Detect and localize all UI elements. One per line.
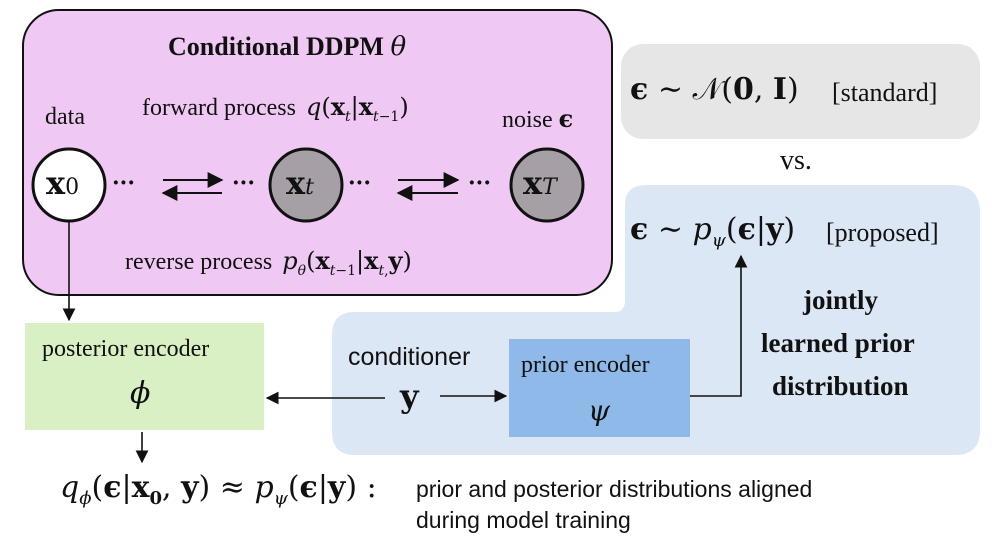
vs-label: vs. <box>780 145 812 176</box>
proposed-formula: ϵ ∼ pψ(ϵ|y) <box>630 212 796 251</box>
reverse-process-formula: pθ(xt−1|xt,y) <box>282 246 412 279</box>
proposed-tag: [proposed] <box>826 218 939 247</box>
dots-3: ··· <box>348 170 371 196</box>
ddpm-title: Conditional DDPM θ <box>168 32 407 62</box>
ddpm-title-symbol: θ <box>390 32 407 62</box>
bottom-caption-line1: prior and posterior distributions aligne… <box>416 476 813 502</box>
node-xt-label: xt <box>286 164 314 202</box>
forward-process-label: forward process q(xt|xt−1) <box>142 92 409 125</box>
noise-symbol: ϵ <box>558 104 574 133</box>
node-xT-label: xT <box>523 164 557 202</box>
bottom-formula: qϕ(ϵ|x0, y) ≈ pψ(ϵ|y) : <box>60 470 377 509</box>
posterior-encoder-box <box>25 323 264 430</box>
proposed-caption-line2: learned prior <box>761 328 915 358</box>
arrow-prior-to-proposed <box>690 254 748 397</box>
dots-4: ··· <box>468 170 491 196</box>
reverse-process-label: reverse process pθ(xt−1|xt,y) <box>125 246 412 279</box>
proposed-caption-line3: distribution <box>772 371 909 401</box>
noise-label: noise ϵ <box>502 104 574 133</box>
forward-process-formula: q(xt|xt−1) <box>305 92 409 125</box>
standard-box <box>621 44 980 139</box>
node-x0-label: x0 <box>46 164 80 202</box>
standard-tag: [standard] <box>832 78 938 107</box>
bottom-caption-line2: during model training <box>416 507 631 533</box>
dots-1: ··· <box>112 170 135 196</box>
prior-encoder-symbol: ψ <box>588 394 610 427</box>
conditioner-label: conditioner <box>348 343 471 371</box>
posterior-encoder-label: posterior encoder <box>42 336 210 362</box>
dots-2: ··· <box>232 170 255 196</box>
node-xt-circle <box>268 147 344 223</box>
standard-formula: ϵ ∼ 𝒩(0, I) <box>630 72 799 107</box>
prior-encoder-label: prior encoder <box>521 352 650 378</box>
prior-encoder-box <box>509 339 690 437</box>
posterior-encoder-symbol: ϕ <box>130 376 151 411</box>
node-xT-circle <box>509 147 585 223</box>
conditioner-symbol: y <box>400 377 419 415</box>
proposed-region <box>332 185 980 455</box>
data-label: data <box>45 104 85 130</box>
proposed-caption-line1: jointly <box>803 285 879 315</box>
